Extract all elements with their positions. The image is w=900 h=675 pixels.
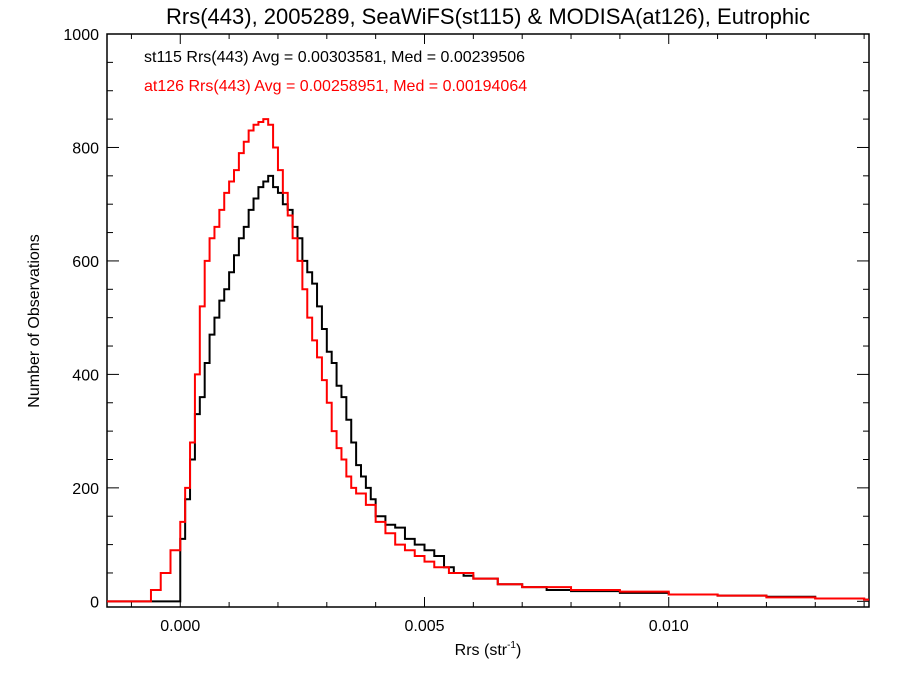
y-tick-label: 200 xyxy=(72,481,99,498)
plot-frame xyxy=(106,33,870,608)
y-tick-label: 600 xyxy=(72,254,99,271)
x-tick-label: 0.005 xyxy=(404,618,444,635)
y-tick-label: 1000 xyxy=(63,27,99,44)
series-st115-line xyxy=(107,174,869,603)
x-tick-label: 0.000 xyxy=(160,618,200,635)
x-axis-label: Rrs (str-1) xyxy=(455,640,522,659)
series-layer xyxy=(107,118,869,603)
x-axis-label-superscript: -1 xyxy=(507,640,516,651)
series-at126-line xyxy=(107,118,869,603)
y-tick-label: 400 xyxy=(72,367,99,384)
annotation-at126: at126 Rrs(443) Avg = 0.00258951, Med = 0… xyxy=(144,78,527,95)
plot-area xyxy=(106,33,870,608)
y-tick-label: 800 xyxy=(72,140,99,157)
chart-title: Rrs(443), 2005289, SeaWiFS(st115) & MODI… xyxy=(166,4,810,29)
x-axis-label-close: ) xyxy=(516,642,521,659)
y-axis: 0 200 400 600 800 1000 xyxy=(63,27,869,611)
x-axis-label-base: Rrs (str xyxy=(455,642,508,659)
x-tick-label: 0.010 xyxy=(649,618,689,635)
x-axis: 0.000 0.005 0.010 xyxy=(130,34,865,635)
y-tick-label: 0 xyxy=(90,594,99,611)
y-axis-label: Number of Observations xyxy=(26,234,43,407)
annotation-st115: st115 Rrs(443) Avg = 0.00303581, Med = 0… xyxy=(144,49,525,66)
